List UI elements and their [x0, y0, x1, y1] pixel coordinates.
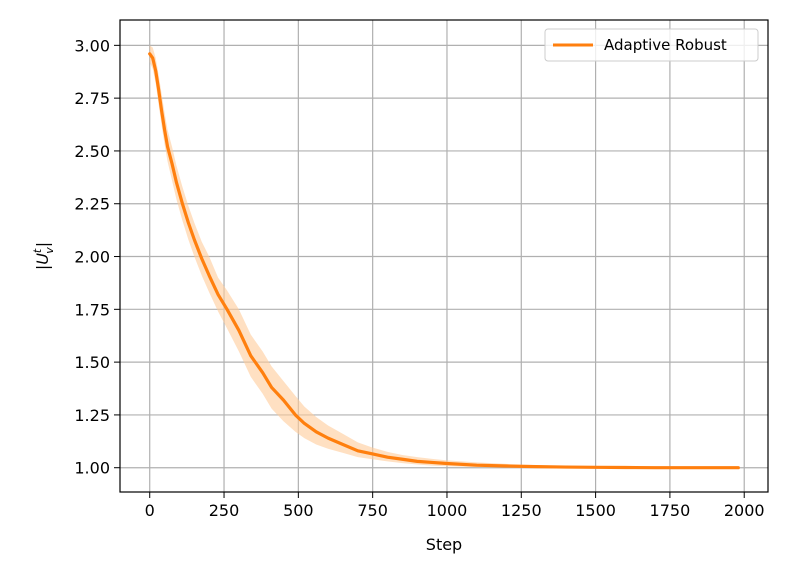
- x-tick-label: 500: [283, 501, 314, 520]
- plot-frame: [119, 19, 769, 493]
- x-tick-label: 1750: [650, 501, 691, 520]
- x-tick-label: 1250: [501, 501, 542, 520]
- y-tick-label: 2.50: [74, 142, 110, 161]
- grid-lines: [120, 20, 768, 492]
- y-tick-label: 2.75: [74, 89, 110, 108]
- x-axis-ticks: 0 250 500 750 1000 1250 1500 1750 2000: [145, 492, 765, 520]
- series-line-layer: [148, 52, 740, 470]
- y-axis-label-end: |: [33, 242, 52, 247]
- x-tick-label: 0: [145, 501, 155, 520]
- x-tick-label: 2000: [724, 501, 765, 520]
- y-tick-label: 2.00: [74, 248, 110, 267]
- svg-text:|Utv|: |Utv|: [31, 242, 56, 270]
- legend: Adaptive Robust: [544, 28, 759, 62]
- y-axis-label-main: |U: [33, 253, 52, 270]
- x-tick-label: 250: [209, 501, 240, 520]
- legend-label: Adaptive Robust: [604, 36, 727, 54]
- x-axis-label: Step: [426, 535, 462, 554]
- y-tick-label: 2.25: [74, 195, 110, 214]
- y-axis-label-sub: v: [43, 247, 56, 254]
- y-tick-label: 1.75: [74, 300, 110, 319]
- x-tick-label: 1000: [427, 501, 468, 520]
- y-tick-label: 3.00: [74, 36, 110, 55]
- y-tick-label: 1.50: [74, 353, 110, 372]
- legend-box: [544, 28, 759, 62]
- y-axis-ticks: 1.00 1.25 1.50 1.75 2.00 2.25 2.50 2.75 3.00: [74, 36, 120, 478]
- y-tick-label: 1.00: [74, 459, 110, 478]
- y-tick-label: 1.25: [74, 406, 110, 425]
- x-tick-label: 1500: [575, 501, 616, 520]
- y-axis-label: |Utv|: [31, 242, 56, 270]
- y-axis-label-sup: t: [31, 248, 44, 253]
- series-line: [148, 52, 740, 470]
- x-tick-label: 750: [357, 501, 388, 520]
